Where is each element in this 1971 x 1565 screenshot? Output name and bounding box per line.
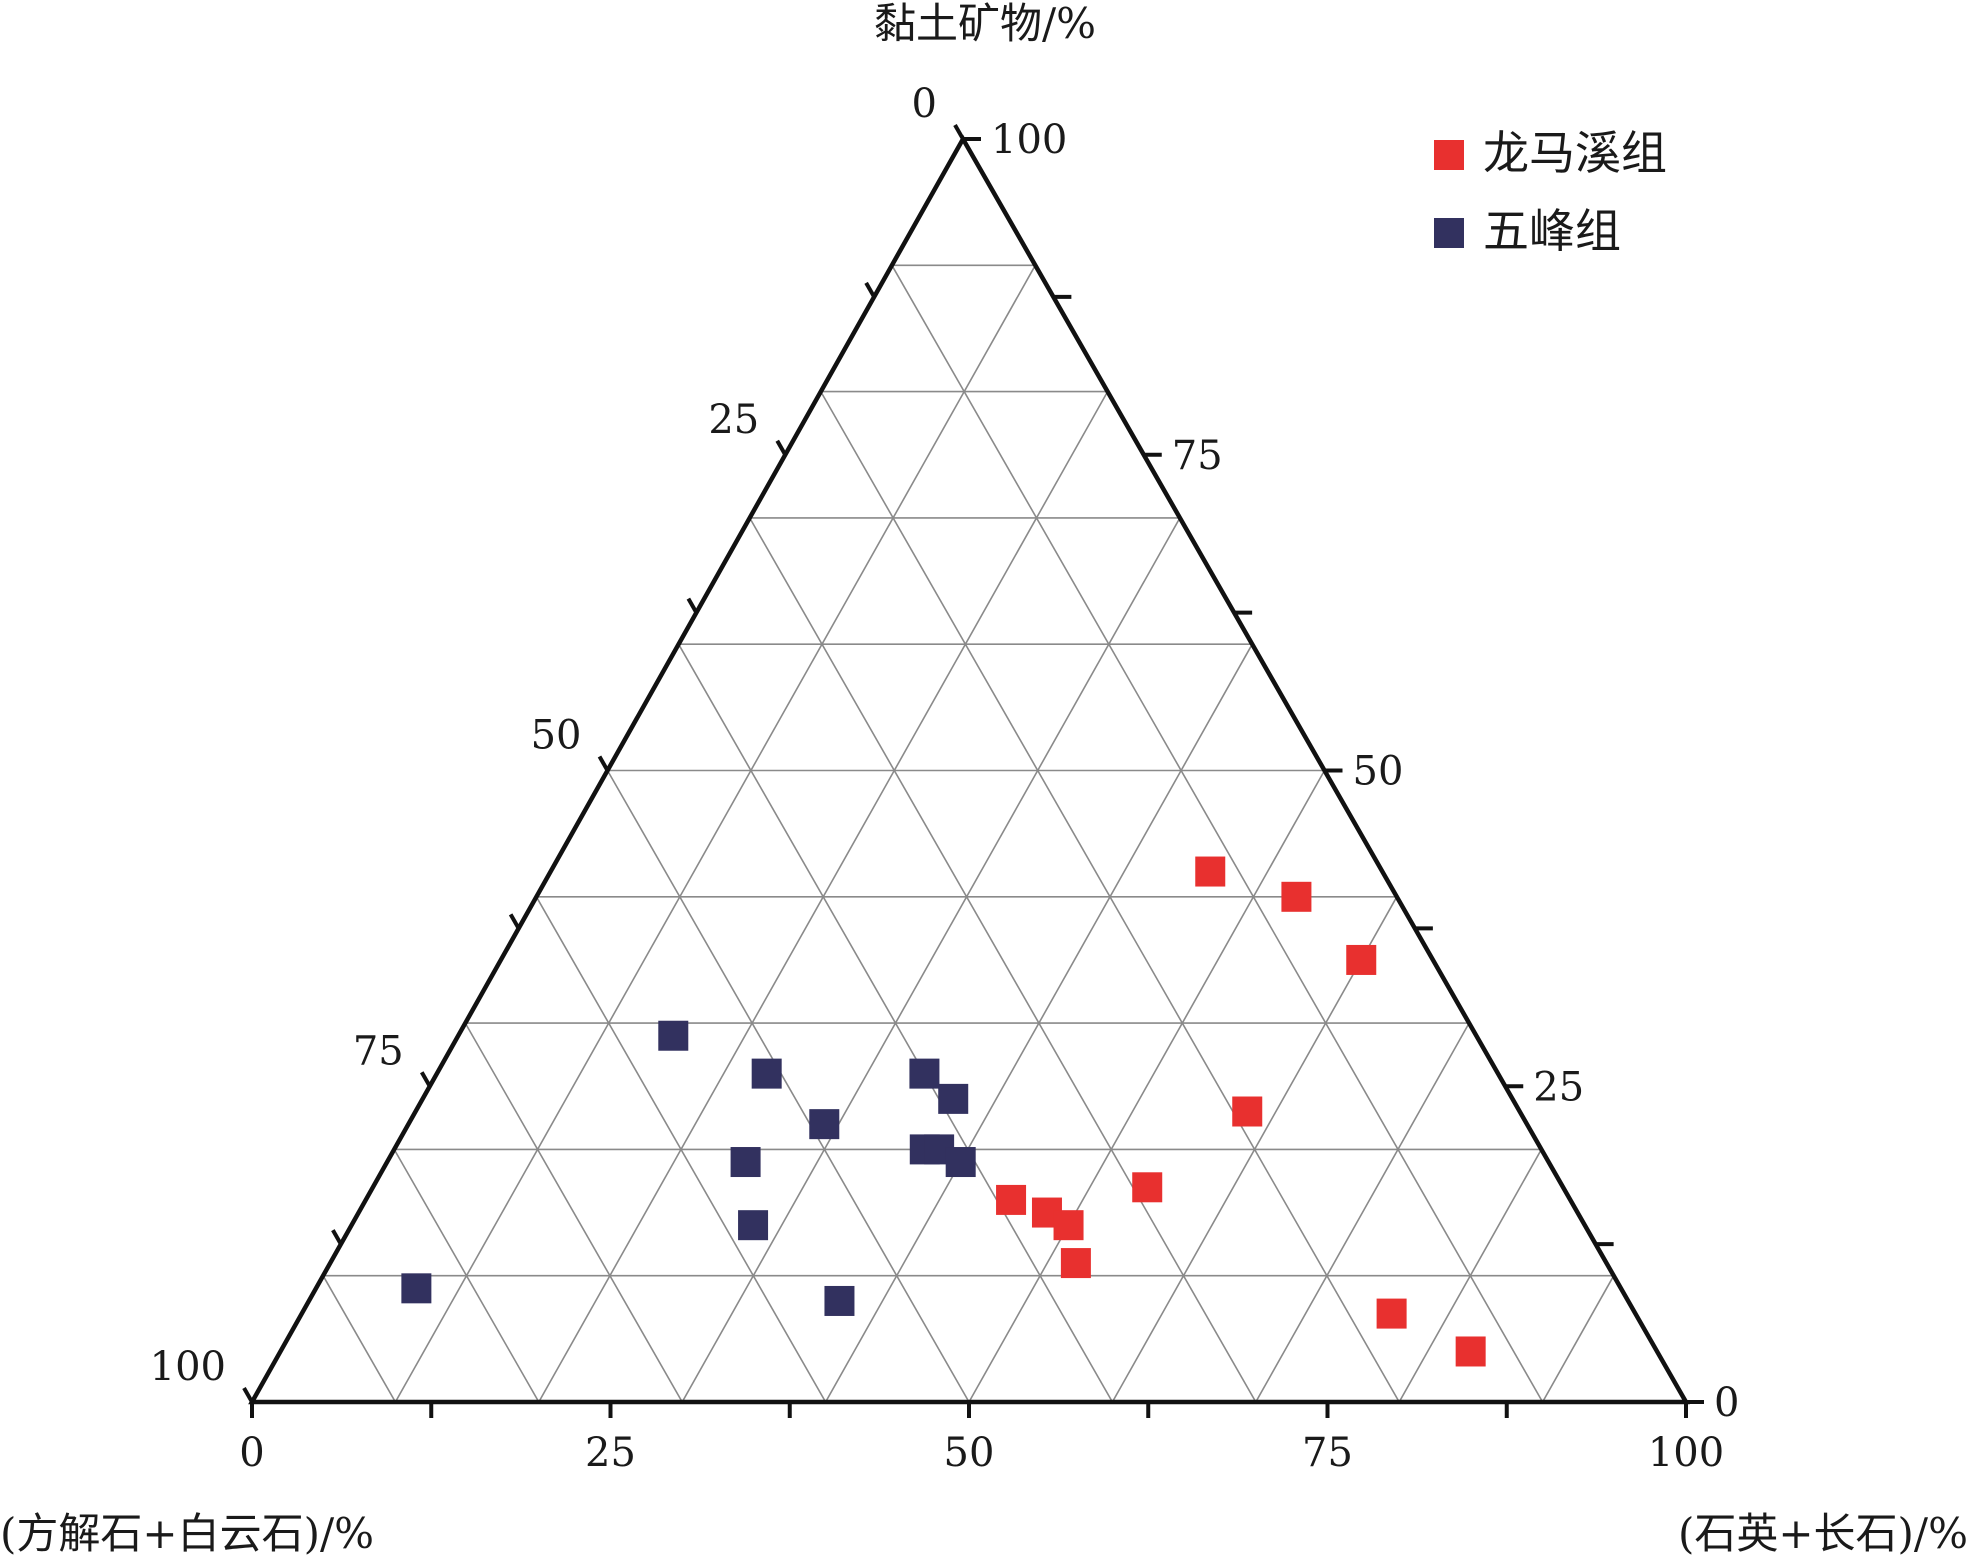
point-longmaxi-2 [1281,881,1312,912]
left-tick-label: 75 [353,1028,404,1074]
point-wufeng-12 [824,1285,855,1316]
right-tick-label: 0 [1714,1380,1739,1426]
legend-label-wufeng: 五峰组 [1483,204,1621,258]
point-longmaxi-4 [1232,1096,1263,1127]
point-longmaxi-10 [1376,1298,1407,1329]
point-wufeng-3 [909,1058,940,1089]
top-axis-label: 黏土矿物/% [874,0,1096,48]
right-tick-label: 50 [1353,749,1404,795]
tick-mark [242,1387,254,1403]
left-tick-label: 25 [708,397,759,443]
grid-line [606,770,970,1403]
point-longmaxi-3 [1346,944,1377,975]
grid-line [968,770,1326,1403]
grid-line [464,1022,683,1403]
bottom-tick-label: 0 [239,1430,264,1476]
tick-mark [420,1071,432,1088]
point-longmaxi-1 [1195,856,1226,887]
point-longmaxi-8 [1053,1210,1084,1241]
point-wufeng-8 [945,1147,976,1178]
bottom-tick-label: 25 [585,1430,636,1476]
right-tick-label: 75 [1172,433,1223,479]
grid-line [394,264,1036,1403]
legend-swatch-wufeng [1434,218,1464,248]
grid-line [1398,1149,1543,1403]
bottom-tick-label: 100 [1648,1430,1724,1476]
point-longmaxi-9 [1060,1248,1091,1279]
grid-line [1541,1275,1615,1403]
right-axis-label: (石英+长石)/% [1678,1509,1968,1558]
point-wufeng-9 [730,1147,761,1178]
right-tick-label: 25 [1533,1064,1584,1110]
legend: 龙马溪组 五峰组 [1434,126,1667,258]
point-wufeng-11 [401,1273,432,1304]
point-longmaxi-5 [1132,1172,1163,1203]
legend-swatch-longmaxi [1434,140,1464,170]
grid-line [535,896,827,1403]
grid-line [1111,896,1398,1403]
point-wufeng-2 [751,1058,782,1089]
left-tick-label: 0 [912,81,937,127]
right-tick-label: 100 [991,117,1067,163]
bottom-tick-label: 50 [944,1430,995,1476]
left-tick-label: 100 [150,1344,226,1390]
point-wufeng-10 [738,1210,769,1241]
point-wufeng-1 [658,1020,689,1051]
tick-mark [597,755,610,772]
left-axis-label: (方解石+白云石)/% [0,1509,374,1558]
tick-mark [775,439,787,456]
tick-mark [508,913,521,930]
grid-line [749,517,1257,1403]
legend-label-longmaxi: 龙马溪组 [1483,126,1667,180]
bottom-tick-label: 75 [1302,1430,1353,1476]
grid-line [393,1149,540,1403]
left-tick-label: 50 [531,713,582,759]
tick-mark [953,124,965,140]
grid-line [1255,1022,1470,1403]
point-longmaxi-6 [996,1184,1027,1215]
grid-line [681,517,1181,1403]
tick-mark [331,1229,343,1246]
point-wufeng-4 [938,1083,969,1114]
point-longmaxi-11 [1455,1336,1486,1367]
point-wufeng-5 [809,1109,840,1140]
grid-line [891,264,1544,1403]
grid-lines [322,264,1615,1403]
tick-mark [686,597,699,614]
tick-mark [864,281,876,298]
grid-line [322,1275,397,1403]
data-points [401,856,1486,1367]
